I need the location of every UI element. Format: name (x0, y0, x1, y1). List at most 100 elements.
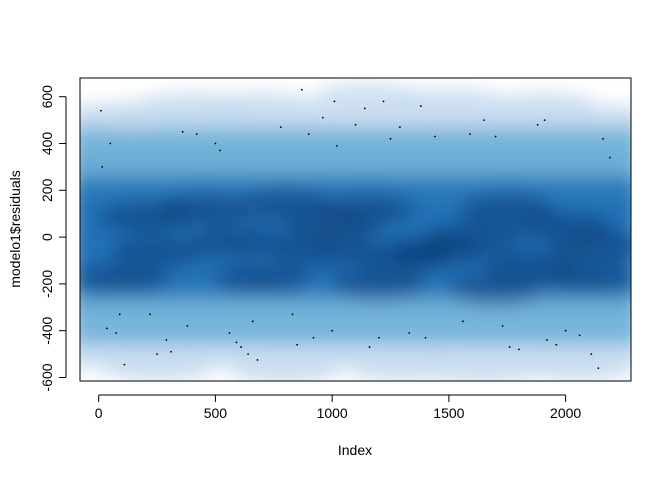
outlier-point (419, 105, 422, 107)
density-fringe (347, 354, 458, 381)
outlier-point (382, 100, 385, 103)
outlier-point (247, 353, 250, 355)
density-core (109, 235, 206, 268)
outlier-point (105, 327, 108, 330)
outlier-point (389, 137, 392, 140)
x-tick-label: 2000 (550, 405, 581, 421)
outlier-point (100, 109, 102, 112)
outlier-point (597, 367, 600, 370)
x-tick-label: 0 (95, 405, 103, 421)
y-tick-label: 600 (39, 85, 55, 109)
outlier-point (186, 325, 189, 327)
outlier-point (291, 313, 294, 316)
outlier-point (543, 119, 546, 122)
outlier-point (433, 135, 436, 138)
outlier-point (377, 336, 380, 339)
outlier-point (461, 320, 464, 323)
outlier-point (354, 123, 357, 126)
density-fringe (102, 354, 213, 381)
density-core (155, 193, 252, 226)
outlier-point (333, 100, 336, 103)
outlier-point (101, 166, 104, 168)
outlier-point (165, 339, 168, 341)
outlier-point (590, 353, 593, 355)
x-axis-label: Index (338, 442, 372, 458)
outlier-point (609, 156, 611, 159)
outlier-points (100, 88, 611, 370)
x-tick-label: 1500 (433, 405, 464, 421)
x-tick-label: 1000 (317, 405, 348, 421)
outlier-point (123, 363, 126, 366)
outlier-point (469, 133, 471, 136)
plot-frame (79, 77, 632, 382)
outlier-point (219, 149, 221, 152)
outlier-point (321, 116, 324, 119)
outlier-point (564, 329, 567, 332)
outlier-point (235, 341, 238, 344)
x-tick-label: 500 (204, 405, 228, 421)
outlier-point (546, 339, 548, 341)
density-fringe (522, 354, 631, 381)
density-fringe (230, 356, 341, 381)
outlier-point (508, 346, 511, 348)
outlier-point (170, 350, 172, 353)
density-core (237, 188, 334, 221)
outlier-point (424, 336, 427, 339)
x-axis: 0 500 1000 1500 2000 (95, 394, 581, 421)
density-core (424, 221, 521, 254)
y-tick-label: -400 (39, 316, 55, 344)
outlier-point (195, 133, 198, 136)
y-tick-label: 400 (39, 132, 55, 156)
density-fringe (393, 87, 504, 116)
y-tick-label: -200 (39, 270, 55, 298)
outlier-point (363, 107, 366, 110)
y-tick-label: -600 (39, 363, 55, 391)
outlier-point (296, 343, 299, 346)
outlier-point (279, 126, 282, 129)
outlier-point (494, 135, 497, 138)
outlier-point (118, 313, 121, 316)
outlier-point (149, 313, 151, 316)
y-axis: -600 -400 -200 0 200 400 600 (39, 85, 67, 392)
outlier-point (240, 346, 242, 348)
y-tick-label: 0 (39, 233, 55, 241)
outlier-point (256, 359, 259, 361)
outlier-point (214, 142, 217, 145)
outlier-point (251, 320, 254, 323)
outlier-point (228, 332, 231, 334)
density-fringe (487, 92, 598, 121)
outlier-point (518, 348, 520, 351)
outlier-point (335, 144, 338, 147)
density-core (540, 263, 631, 296)
y-tick-label: 200 (39, 178, 55, 202)
outlier-point (115, 332, 118, 334)
outlier-point (555, 343, 558, 346)
outlier-point (398, 126, 401, 129)
outlier-point (300, 88, 303, 91)
y-axis-label: modelo1$residuals (7, 170, 23, 288)
outlier-point (536, 123, 539, 126)
outlier-point (331, 329, 334, 332)
density-core (552, 230, 631, 263)
outlier-point (307, 133, 310, 136)
outlier-point (602, 137, 604, 140)
density-core (319, 193, 416, 226)
outlier-point (156, 353, 158, 355)
outlier-point (368, 346, 371, 348)
density-layer (80, 82, 631, 381)
outlier-point (578, 334, 581, 337)
outlier-point (312, 336, 315, 339)
outlier-point (109, 142, 112, 145)
density-core (190, 225, 287, 258)
outlier-point (181, 130, 184, 133)
outlier-point (483, 119, 485, 122)
density-core (80, 263, 171, 296)
outlier-point (501, 325, 504, 327)
density-core (214, 263, 311, 296)
density-fringe (207, 92, 318, 121)
density-core (447, 272, 544, 305)
density-core (330, 267, 427, 300)
density-fringe (428, 356, 539, 381)
outlier-point (408, 332, 411, 334)
